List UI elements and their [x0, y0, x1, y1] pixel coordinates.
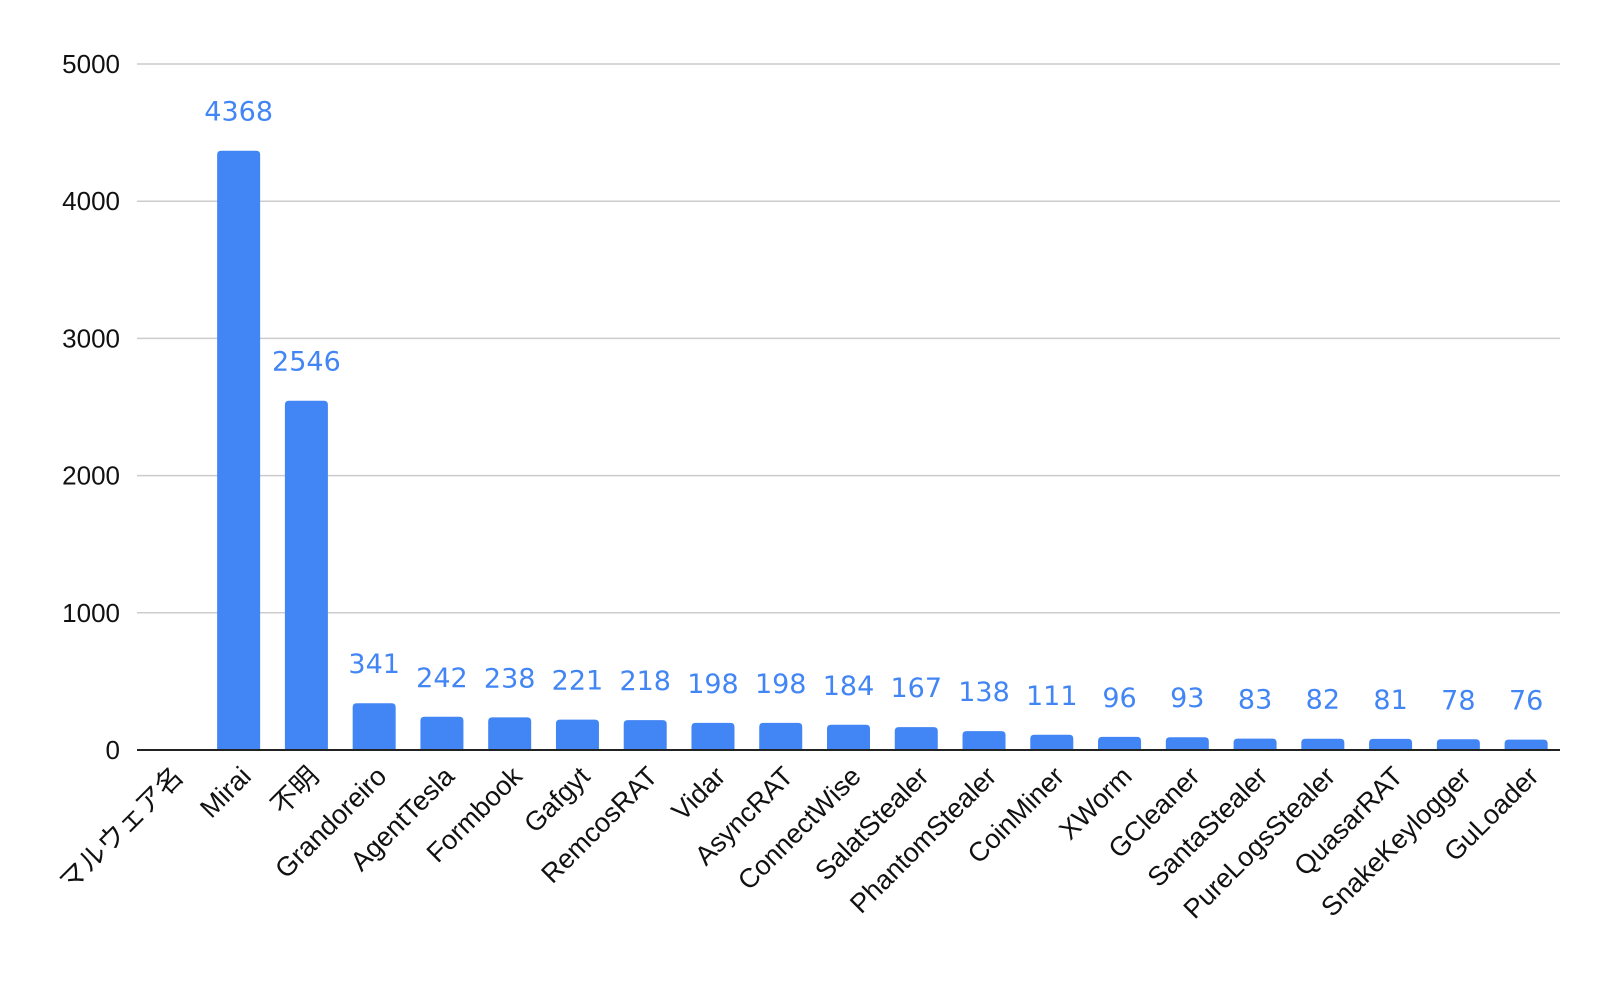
bar	[555, 719, 599, 750]
bar	[488, 717, 532, 750]
bar	[284, 400, 328, 750]
bar	[1369, 738, 1413, 750]
y-tick-label: 5000	[62, 49, 120, 79]
bar	[623, 720, 667, 750]
bar	[962, 731, 1006, 750]
y-tick-label: 0	[106, 735, 120, 765]
y-axis-tick-labels: 0 1000 2000 3000 4000 5000	[62, 49, 120, 765]
bar	[1436, 739, 1480, 750]
data-label: 218	[619, 666, 671, 697]
data-label: 2546	[272, 347, 341, 378]
y-tick-label: 3000	[62, 323, 120, 353]
data-label: 238	[484, 663, 536, 694]
data-label: 78	[1441, 685, 1475, 716]
gridlines	[137, 63, 1560, 614]
data-label: 111	[1026, 681, 1078, 712]
x-axis-category-labels: マルウェア名 Mirai 不明GrandoreiroAgentTeslaFormbo…	[53, 760, 1544, 924]
data-label: 83	[1238, 685, 1272, 716]
data-label: 341	[348, 649, 400, 680]
data-labels: 4368 2546 341 242 238 221 218 198 198 184 167 138 11…	[204, 97, 1543, 717]
bar	[1030, 734, 1074, 750]
data-label: 81	[1373, 685, 1407, 716]
bar	[827, 724, 870, 750]
bar	[691, 722, 735, 750]
data-label: 93	[1170, 683, 1204, 714]
y-tick-label: 1000	[62, 598, 120, 628]
data-label: 221	[552, 666, 604, 697]
bars	[217, 150, 1548, 751]
data-label: 82	[1306, 685, 1340, 716]
x-tick-label: マルウェア名	[53, 761, 189, 897]
y-tick-label: 4000	[62, 186, 120, 216]
bar	[1301, 738, 1345, 750]
x-tick-label: 不明	[265, 761, 324, 820]
data-label: 4368	[204, 97, 273, 128]
data-label: 198	[687, 669, 739, 700]
bar	[894, 727, 938, 750]
bar	[420, 716, 464, 750]
bar	[352, 703, 396, 750]
data-label: 242	[416, 663, 468, 694]
data-label: 167	[890, 673, 942, 704]
data-label: 76	[1509, 686, 1543, 717]
bar	[1504, 739, 1548, 750]
data-label: 184	[823, 671, 875, 702]
bar	[217, 150, 261, 751]
data-label: 138	[958, 677, 1010, 708]
data-label: 96	[1102, 683, 1136, 714]
x-tick-label: Mirai	[194, 761, 257, 824]
bar	[759, 722, 803, 750]
bar	[1233, 738, 1277, 750]
y-tick-label: 2000	[62, 461, 120, 491]
data-label: 198	[755, 669, 807, 700]
bar	[1098, 736, 1142, 750]
bar	[1165, 737, 1209, 750]
